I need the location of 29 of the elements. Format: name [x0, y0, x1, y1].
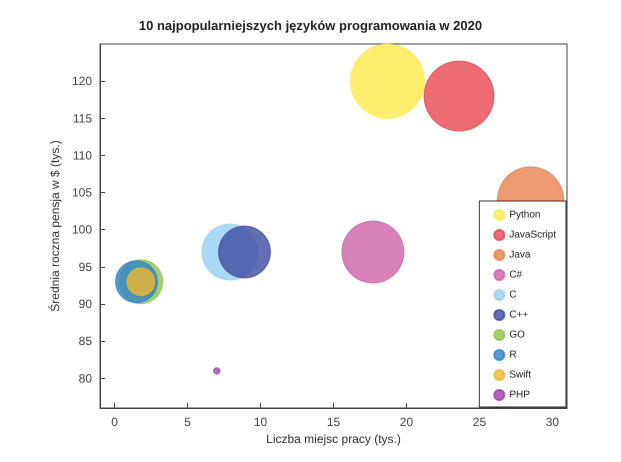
y-tick-label: 120: [72, 74, 92, 88]
y-axis-title: Średnia roczna pensja w $ (tys.): [48, 140, 62, 312]
x-tick-label: 10: [254, 415, 268, 429]
y-tick-label: 80: [78, 371, 92, 386]
x-tick-label: 25: [472, 415, 486, 429]
legend-label: Swift: [509, 370, 532, 380]
y-tick-label: 95: [78, 260, 92, 274]
y-tick-label: 105: [72, 186, 92, 200]
x-tick-label: 5: [184, 415, 192, 429]
legend-label: Python: [509, 210, 540, 220]
y-tick-label: 110: [72, 148, 92, 162]
x-axis-title: Liczba miejsc pracy (tys.): [266, 432, 401, 446]
legend-label: GO: [509, 330, 526, 340]
legend-label: PHP: [509, 390, 530, 400]
y-tick-label: 115: [72, 111, 92, 126]
x-tick-label: 0: [111, 415, 118, 429]
chart-title: 10 najpopularniejszych języków programowania w 2020: [138, 18, 482, 33]
legend-label: JavaScript: [509, 230, 556, 240]
legend-label: C#: [509, 270, 523, 280]
x-tick-label: 20: [400, 415, 414, 429]
y-tick-label: 85: [78, 334, 92, 348]
legend-label: C++: [509, 310, 528, 320]
legend-label: Java: [509, 250, 531, 260]
legend-label: R: [509, 350, 517, 360]
x-tick-label: 15: [326, 415, 340, 429]
y-tick-label: 100: [72, 222, 92, 237]
y-tick-label: 90: [78, 297, 92, 311]
legend-label: C: [509, 290, 517, 300]
x-tick-label: 30: [546, 415, 560, 429]
